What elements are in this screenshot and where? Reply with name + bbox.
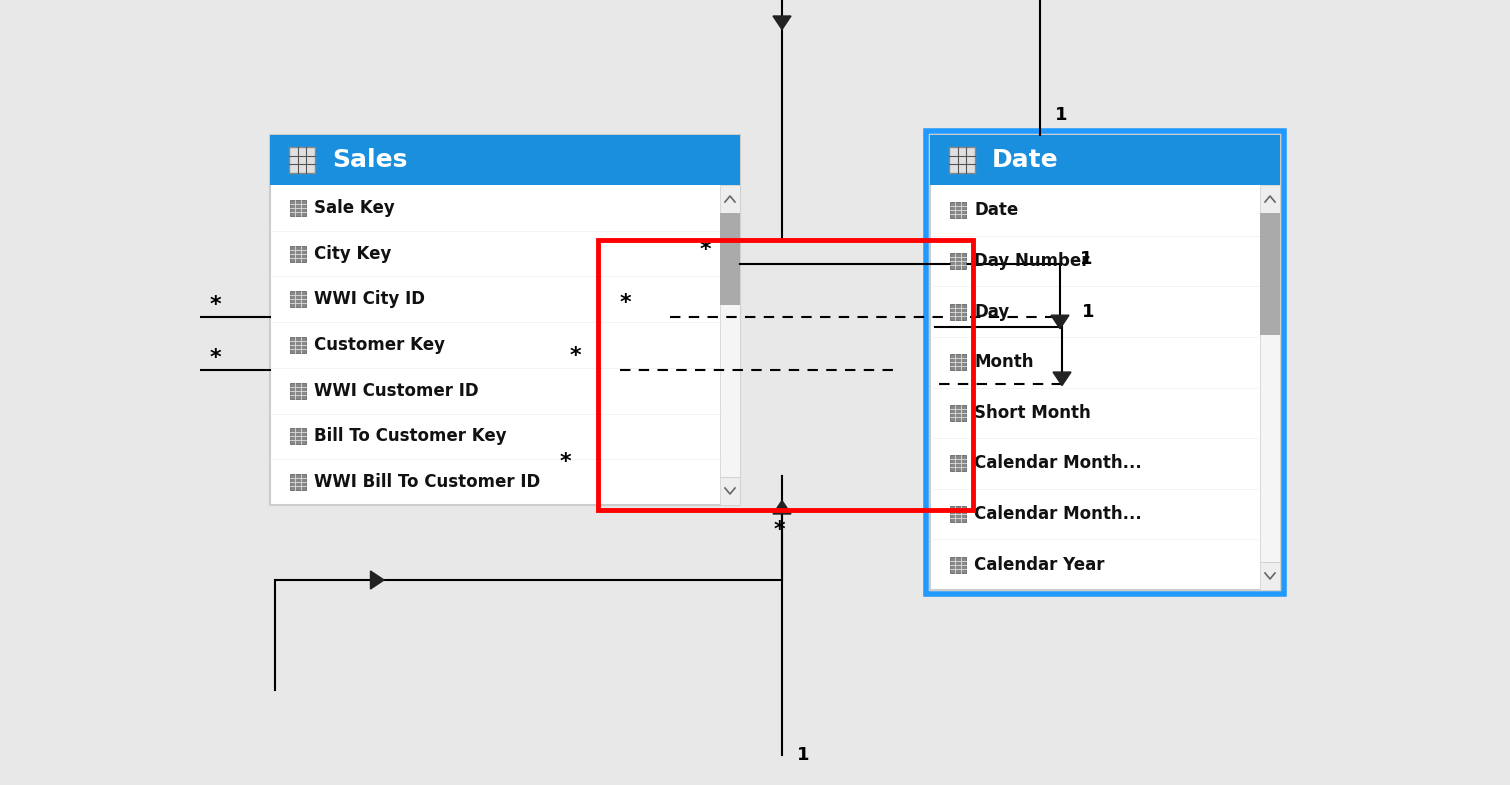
Text: Short Month: Short Month <box>974 403 1090 422</box>
Text: *: * <box>210 295 222 315</box>
Text: 1: 1 <box>1083 303 1095 321</box>
Bar <box>950 405 966 421</box>
Bar <box>290 200 307 216</box>
Text: Day Number: Day Number <box>974 252 1090 270</box>
Bar <box>270 135 740 505</box>
Text: Calendar Month...: Calendar Month... <box>974 455 1142 473</box>
Bar <box>950 455 966 472</box>
Bar <box>270 135 740 185</box>
Bar <box>930 135 1280 185</box>
Bar <box>720 477 740 505</box>
Text: Date: Date <box>974 201 1018 219</box>
Bar <box>290 383 307 399</box>
Text: WWI Bill To Customer ID: WWI Bill To Customer ID <box>314 473 541 491</box>
Text: *: * <box>621 293 631 313</box>
Text: *: * <box>701 240 711 261</box>
Bar <box>720 213 740 477</box>
Bar <box>598 240 972 510</box>
Text: Day: Day <box>974 302 1009 320</box>
Bar <box>290 337 307 353</box>
Text: City Key: City Key <box>314 245 391 262</box>
Bar <box>720 185 740 213</box>
Text: Calendar Month...: Calendar Month... <box>974 505 1142 523</box>
Bar <box>948 147 975 173</box>
Bar <box>950 203 966 218</box>
Bar <box>950 557 966 573</box>
Bar <box>926 131 1284 594</box>
Text: *: * <box>210 348 222 368</box>
Polygon shape <box>773 501 791 514</box>
Bar <box>950 304 966 319</box>
Text: Sale Key: Sale Key <box>314 199 394 217</box>
Bar <box>1259 213 1280 562</box>
Text: Month: Month <box>974 353 1033 371</box>
Bar <box>1259 562 1280 590</box>
Text: 1: 1 <box>1055 106 1068 124</box>
Text: Date: Date <box>992 148 1059 172</box>
Text: 1: 1 <box>1080 250 1093 268</box>
Text: *: * <box>560 451 572 472</box>
Text: *: * <box>569 346 581 366</box>
Bar <box>290 246 307 261</box>
Text: WWI City ID: WWI City ID <box>314 290 424 309</box>
Polygon shape <box>1051 316 1069 329</box>
Polygon shape <box>773 16 791 30</box>
Polygon shape <box>370 571 384 589</box>
Bar <box>290 474 307 490</box>
Bar <box>1259 185 1280 213</box>
Text: 1: 1 <box>797 746 809 764</box>
Polygon shape <box>1052 372 1071 385</box>
Bar <box>930 135 1280 590</box>
Text: Calendar Year: Calendar Year <box>974 556 1104 574</box>
Bar <box>290 429 307 444</box>
Text: WWI Customer ID: WWI Customer ID <box>314 382 479 400</box>
Bar <box>950 354 966 371</box>
Text: Sales: Sales <box>332 148 408 172</box>
Bar <box>1259 213 1280 335</box>
Bar <box>950 506 966 522</box>
Bar <box>950 253 966 269</box>
Text: Bill To Customer Key: Bill To Customer Key <box>314 427 507 445</box>
Text: Customer Key: Customer Key <box>314 336 445 354</box>
Text: *: * <box>775 520 785 540</box>
Bar <box>720 213 740 305</box>
Bar <box>288 147 316 173</box>
Bar <box>290 291 307 307</box>
